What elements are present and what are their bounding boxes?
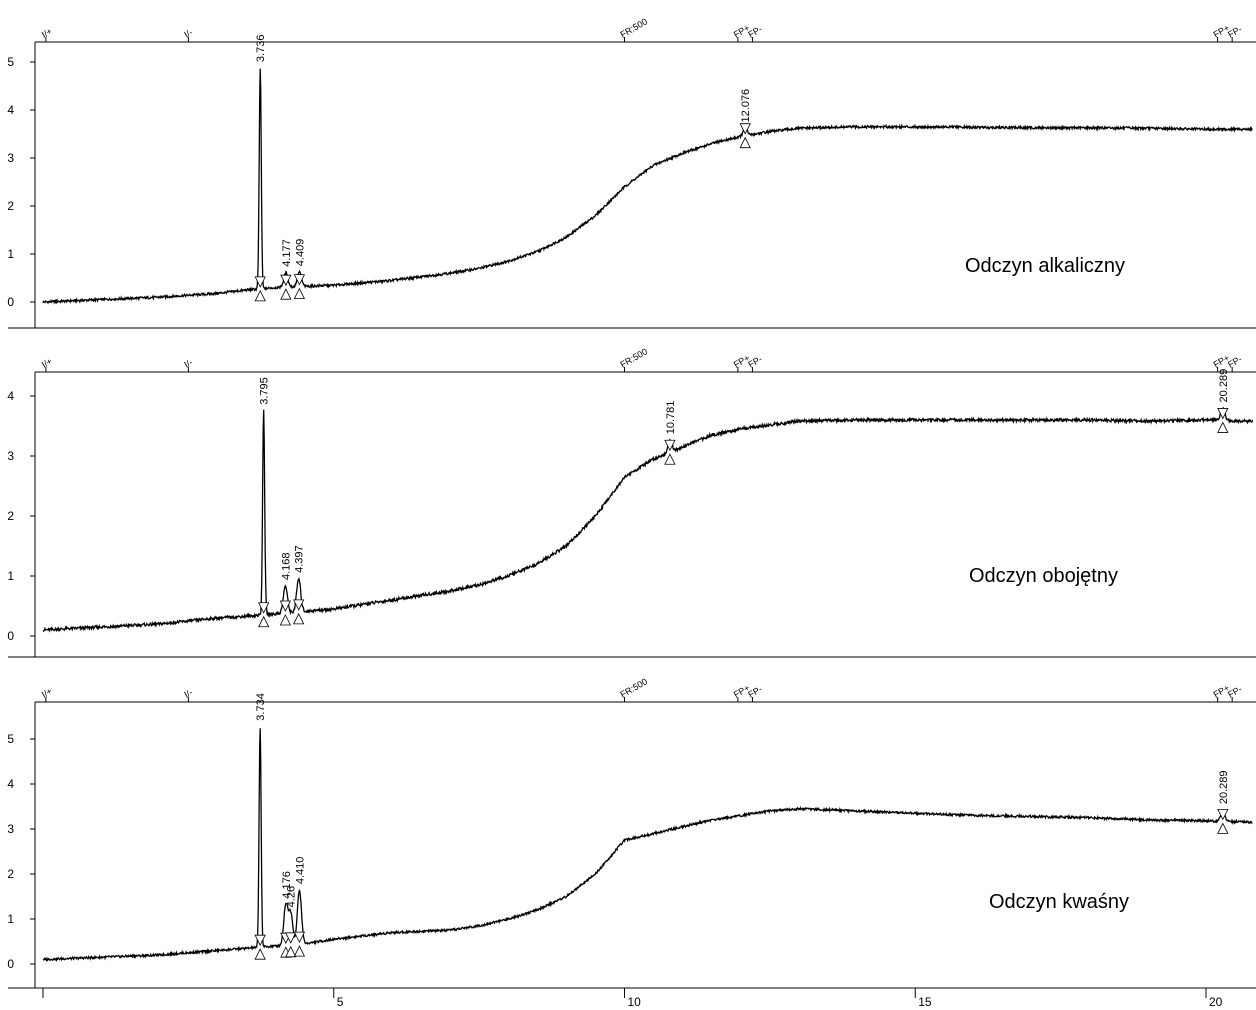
- peak-label: 3.795: [259, 377, 271, 405]
- y-tick-label: 1: [7, 247, 14, 261]
- peak-end-marker: [285, 945, 297, 958]
- event-marker-label: I/+: [40, 26, 54, 40]
- panel-annotation: Odczyn alkaliczny: [965, 255, 1125, 277]
- peak-start-marker: [664, 439, 676, 452]
- chromatogram-trace: [42, 407, 1254, 633]
- y-tick-label: 5: [7, 732, 14, 746]
- peak-start-marker: [293, 274, 306, 286]
- y-tick-label: 4: [7, 389, 14, 403]
- event-marker-label: FR:500: [619, 676, 650, 699]
- peak-start-marker: [279, 600, 292, 612]
- y-tick-label: 3: [7, 822, 14, 836]
- peak-end-marker: [1217, 822, 1229, 834]
- event-marker-label: I/-: [182, 357, 194, 370]
- y-tick-label: 2: [7, 867, 14, 881]
- peak-end-marker: [254, 289, 266, 302]
- peak-label: 4.26: [286, 886, 298, 907]
- peak-label: 20.289: [1218, 770, 1230, 804]
- y-tick-label: 0: [7, 957, 14, 971]
- y-tick-label: 5: [7, 55, 14, 69]
- peak-start-marker: [293, 931, 306, 944]
- y-tick-label: 4: [7, 777, 14, 791]
- peak-end-marker: [739, 136, 751, 149]
- peak-end-marker: [279, 614, 292, 626]
- panel-annotation: Odczyn obojętny: [969, 565, 1118, 587]
- peak-label: 12.076: [740, 89, 752, 123]
- peak-label: 10.781: [665, 401, 677, 435]
- event-marker-label: FP-: [746, 354, 764, 370]
- event-marker-label: FP-: [746, 24, 764, 40]
- peak-label: 4.168: [280, 552, 292, 580]
- event-marker-label: FP-: [1226, 354, 1244, 370]
- y-tick-label: 1: [7, 569, 14, 583]
- peak-label: 4.177: [281, 239, 293, 267]
- peak-label: 3.736: [255, 35, 267, 63]
- peak-start-marker: [739, 123, 751, 135]
- peak-label: 20.289: [1218, 369, 1230, 403]
- peak-end-marker: [293, 287, 306, 300]
- y-tick-label: 3: [7, 449, 14, 463]
- peak-start-marker: [254, 276, 266, 288]
- x-tick-label: 20: [1209, 995, 1223, 1009]
- peak-start-marker: [293, 599, 305, 611]
- peak-end-marker: [293, 945, 306, 957]
- peak-label: 3.734: [255, 693, 267, 721]
- y-tick-label: 0: [7, 295, 14, 309]
- chromatogram-trace: [42, 68, 1253, 305]
- peak-start-marker: [285, 932, 297, 944]
- event-marker-label: FP-: [1226, 684, 1244, 700]
- event-marker-label: FP-: [746, 684, 764, 700]
- event-marker-label: I/+: [40, 356, 54, 370]
- x-tick-label: 5: [337, 995, 344, 1009]
- event-marker-label: FP-: [1226, 24, 1244, 40]
- peak-start-marker: [254, 934, 266, 947]
- peak-end-marker: [293, 612, 305, 625]
- y-tick-label: 3: [7, 151, 14, 165]
- event-marker-label: FR:500: [619, 346, 650, 369]
- peak-label: 4.409: [294, 239, 306, 267]
- event-marker-label: I/-: [182, 687, 194, 700]
- y-tick-label: 0: [7, 629, 14, 643]
- y-tick-label: 1: [7, 912, 14, 926]
- peak-end-marker: [280, 288, 292, 300]
- chromatogram-trace: [42, 728, 1253, 963]
- y-tick-label: 2: [7, 199, 14, 213]
- peak-end-marker: [258, 615, 270, 628]
- x-tick-label: 15: [918, 995, 932, 1009]
- event-marker-label: I/-: [182, 27, 194, 40]
- peak-start-marker: [280, 274, 292, 287]
- y-tick-label: 4: [7, 103, 14, 117]
- peak-label: 4.410: [294, 857, 306, 885]
- peak-label: 4.397: [294, 545, 306, 573]
- peak-label: 4.176: [281, 871, 293, 899]
- peak-end-marker: [1217, 421, 1229, 433]
- peak-start-marker: [1217, 408, 1229, 420]
- peak-start-marker: [1217, 808, 1229, 821]
- peak-end-marker: [664, 453, 676, 465]
- y-tick-label: 2: [7, 509, 14, 523]
- x-tick-label: 10: [628, 995, 642, 1009]
- peak-start-marker: [258, 602, 270, 614]
- event-marker-label: FR:500: [619, 16, 650, 39]
- panel-annotation: Odczyn kwaśny: [989, 891, 1129, 913]
- peak-end-marker: [254, 948, 266, 960]
- event-marker-label: I/+: [40, 686, 54, 700]
